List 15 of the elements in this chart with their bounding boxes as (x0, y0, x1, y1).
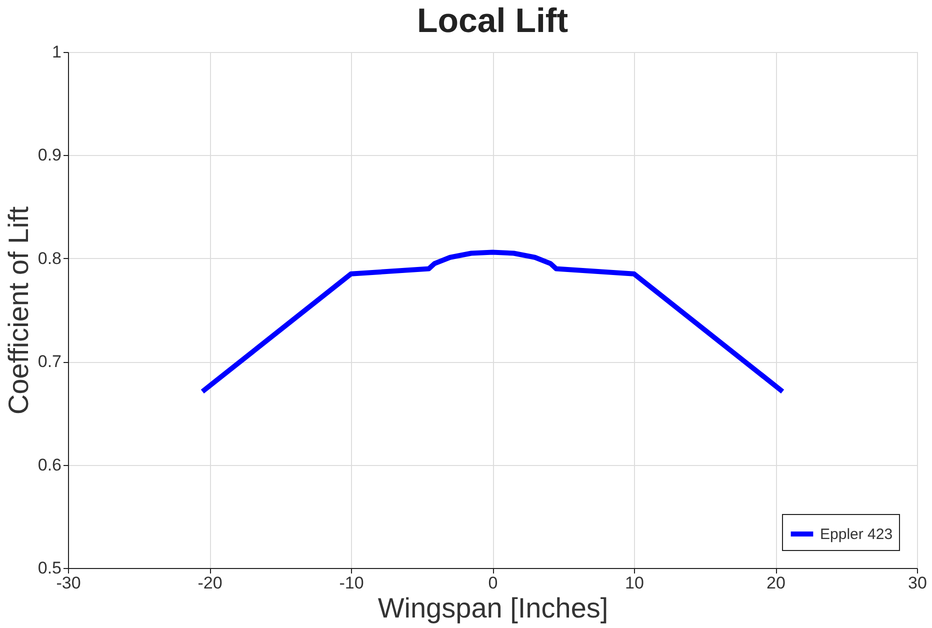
y-axis-title: Coefficient of Lift (2, 206, 34, 415)
y-tick-label: 0.8 (38, 248, 62, 268)
y-tick-label: 0.9 (38, 146, 62, 165)
y-tick-label: 1 (52, 42, 62, 62)
x-axis-title: Wingspan [Inches] (378, 592, 608, 624)
x-tick-label: -10 (339, 574, 364, 592)
x-tick-label: 0 (488, 574, 498, 592)
y-tick-label: 0.7 (38, 352, 62, 372)
legend-label: Eppler 423 (820, 526, 893, 543)
x-tick-label: 20 (766, 574, 786, 592)
x-tick-label: -20 (198, 574, 222, 592)
x-tick-label: 30 (908, 574, 927, 592)
chart-title: Local Lift (416, 2, 568, 40)
y-tick-label: 0.6 (38, 455, 62, 474)
x-tick-label: 10 (625, 574, 644, 592)
